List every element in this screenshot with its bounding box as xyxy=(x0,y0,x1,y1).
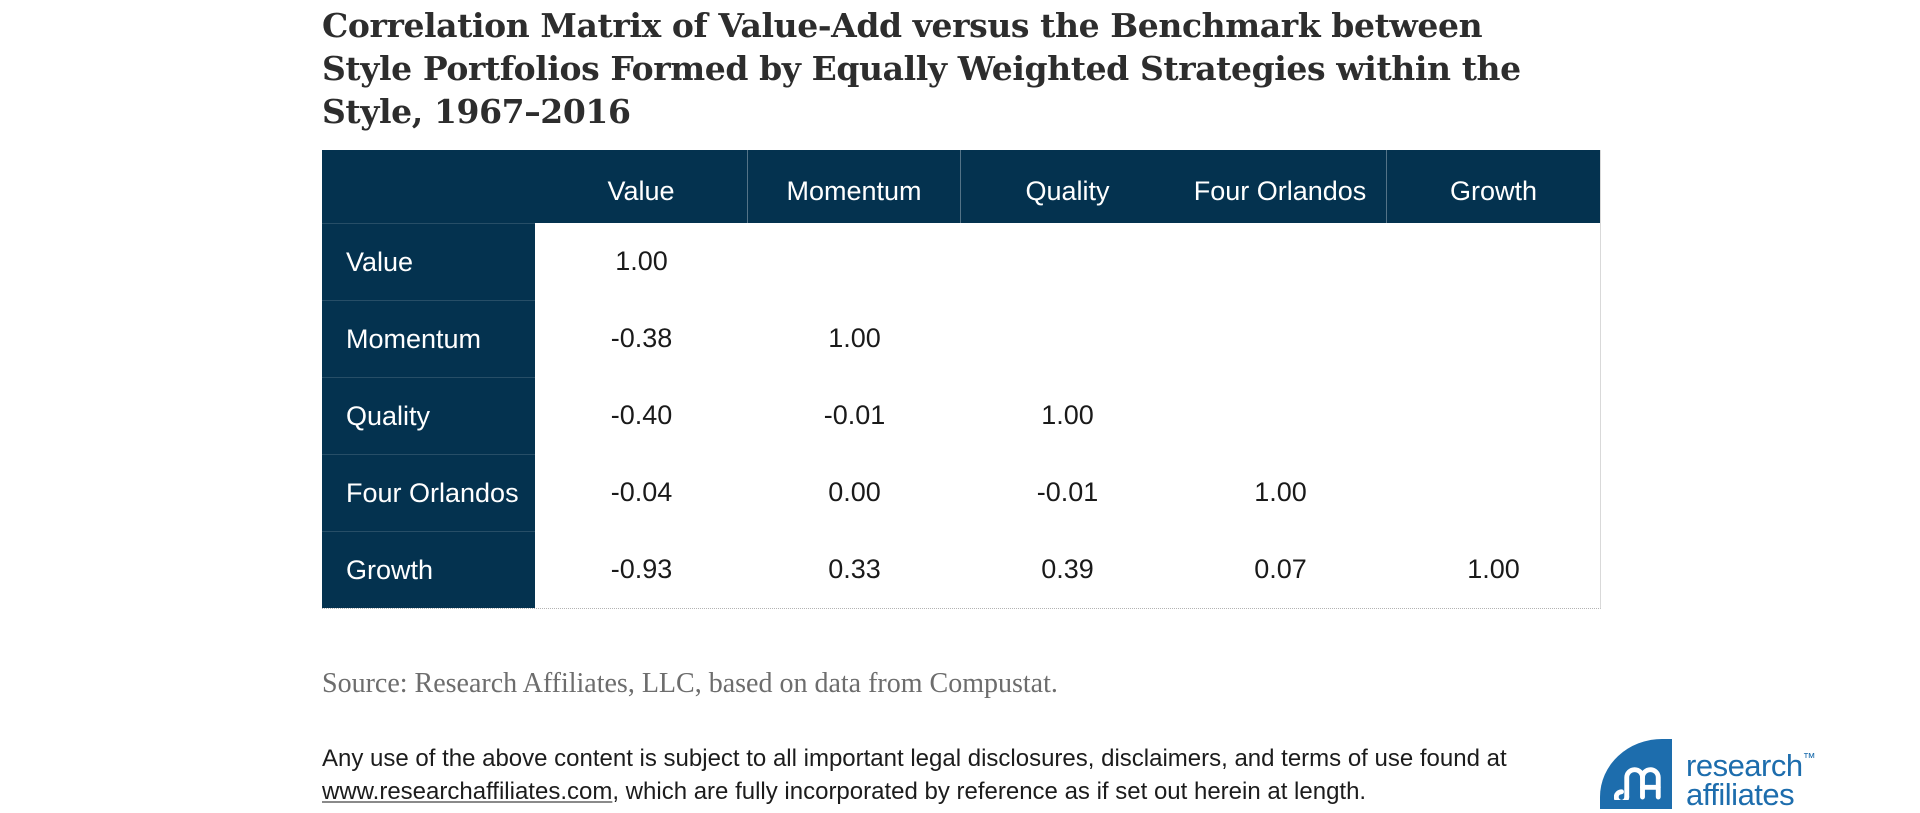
matrix-cell xyxy=(1387,377,1600,454)
column-header-four-orlandos: Four Orlandos xyxy=(1174,150,1387,223)
matrix-cell xyxy=(1387,223,1600,300)
row-header-growth: Growth xyxy=(322,531,535,608)
matrix-cell xyxy=(1174,300,1387,377)
matrix-cell xyxy=(1174,377,1387,454)
column-header-value: Value xyxy=(535,150,748,223)
row-header-momentum: Momentum xyxy=(322,300,535,377)
row-header-four-orlandos: Four Orlandos xyxy=(322,454,535,531)
row-header-value: Value xyxy=(322,223,535,300)
ra-logo-mark xyxy=(1600,739,1672,809)
source-note: Source: Research Affiliates, LLC, based … xyxy=(322,668,1058,699)
matrix-cell: 0.00 xyxy=(748,454,961,531)
column-header-quality: Quality xyxy=(1025,176,1110,206)
row-header-quality: Quality xyxy=(322,377,535,454)
matrix-cell: -0.40 xyxy=(535,377,748,454)
logo-line1: research xyxy=(1686,748,1803,783)
table-row: Momentum -0.38 1.00 xyxy=(322,300,1600,377)
matrix-cell xyxy=(1174,223,1387,300)
matrix-cell: 0.39 xyxy=(961,531,1174,608)
table-row: Growth -0.93 0.33 0.39 0.07 1.00 xyxy=(322,531,1600,608)
disclaimer-text-after: , which are fully incorporated by refere… xyxy=(612,778,1367,805)
logo-line2: affiliates xyxy=(1686,777,1795,812)
website-link[interactable]: www.researchaffiliates.com xyxy=(322,778,613,805)
matrix-cell: 0.33 xyxy=(748,531,961,608)
matrix-cell: 1.00 xyxy=(748,300,961,377)
research-affiliates-logo: research™ affiliates xyxy=(1600,739,1816,812)
ra-monogram-icon xyxy=(1614,767,1661,800)
matrix-cell: 1.00 xyxy=(961,377,1174,454)
corner-cell xyxy=(322,150,535,223)
matrix-cell: 1.00 xyxy=(535,223,748,300)
correlation-matrix-table: Value Momentum Quality Four Orlandos Gro… xyxy=(322,150,1601,609)
matrix-cell: -0.01 xyxy=(961,454,1174,531)
matrix-cell: -0.93 xyxy=(535,531,748,608)
matrix-cell xyxy=(961,223,1174,300)
matrix-cell xyxy=(748,223,961,300)
table-row: Quality -0.40 -0.01 1.00 xyxy=(322,377,1600,454)
matrix-cell: -0.04 xyxy=(535,454,748,531)
column-header-momentum: Momentum xyxy=(748,150,961,223)
logo-wordmark: research™ affiliates xyxy=(1686,739,1816,812)
table-row: Four Orlandos -0.04 0.00 -0.01 1.00 xyxy=(322,454,1600,531)
matrix-cell: 1.00 xyxy=(1174,454,1387,531)
matrix-cell: 0.07 xyxy=(1174,531,1387,608)
matrix-cell xyxy=(1387,454,1600,531)
trademark-symbol: ™ xyxy=(1802,750,1816,765)
matrix-cell xyxy=(1387,300,1600,377)
legal-disclaimer: Any use of the above content is subject … xyxy=(322,742,1507,808)
matrix-cell xyxy=(961,300,1174,377)
column-header-growth: Growth xyxy=(1449,176,1538,206)
figure-title: Correlation Matrix of Value-Add versus t… xyxy=(322,6,1521,131)
table-header-row: Value Momentum Quality Four Orlandos Gro… xyxy=(322,150,1600,223)
matrix-cell: 1.00 xyxy=(1387,531,1600,608)
disclaimer-text-before: Any use of the above content is subject … xyxy=(322,745,1507,772)
matrix-cell: -0.38 xyxy=(535,300,748,377)
table-row: Value 1.00 xyxy=(322,223,1600,300)
matrix-cell: -0.01 xyxy=(748,377,961,454)
